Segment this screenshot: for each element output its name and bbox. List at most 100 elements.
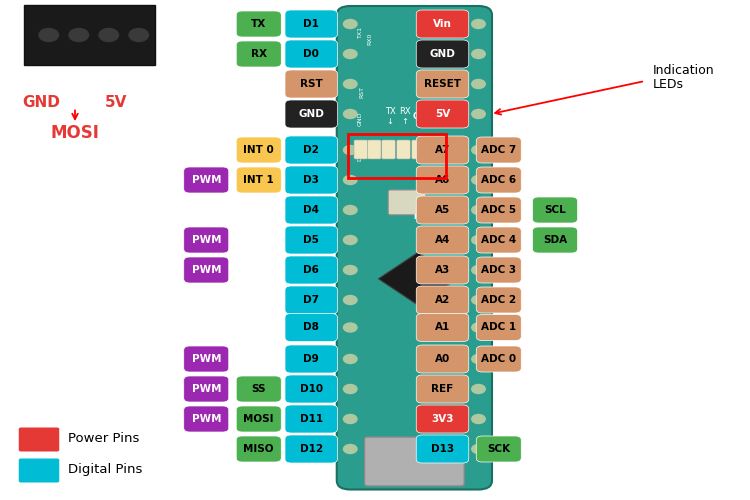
FancyBboxPatch shape [416,196,469,224]
FancyBboxPatch shape [285,286,338,314]
Circle shape [472,80,485,88]
Text: D10: D10 [300,384,322,394]
FancyBboxPatch shape [236,436,281,462]
FancyBboxPatch shape [285,166,338,194]
Text: ADC 0: ADC 0 [482,354,516,364]
Text: D0: D0 [303,49,320,59]
Text: D8: D8 [303,322,320,332]
Text: D11: D11 [300,414,322,424]
FancyBboxPatch shape [382,140,395,159]
Text: ADC 6: ADC 6 [482,175,516,185]
FancyBboxPatch shape [285,226,338,254]
Circle shape [344,414,357,424]
FancyBboxPatch shape [416,314,469,342]
Text: REF: REF [431,384,454,394]
FancyBboxPatch shape [476,257,521,283]
FancyBboxPatch shape [285,196,338,224]
Text: A7: A7 [435,145,450,155]
Text: SS: SS [251,384,266,394]
Circle shape [472,206,485,214]
Text: D2: D2 [358,152,362,161]
Circle shape [344,206,357,214]
Text: D5: D5 [303,235,320,245]
Circle shape [472,414,485,424]
Circle shape [472,236,485,244]
Circle shape [344,80,357,88]
FancyBboxPatch shape [476,227,521,253]
FancyBboxPatch shape [368,140,381,159]
FancyBboxPatch shape [236,376,281,402]
FancyBboxPatch shape [476,287,521,313]
Text: D4: D4 [303,205,320,215]
Text: RESET: RESET [413,214,438,220]
Text: ADC 2: ADC 2 [482,295,516,305]
FancyBboxPatch shape [476,314,521,340]
FancyBboxPatch shape [285,70,338,98]
FancyBboxPatch shape [476,197,521,223]
FancyBboxPatch shape [364,437,464,486]
Text: A5: A5 [435,205,450,215]
Text: RX
↑: RX ↑ [399,107,411,126]
Circle shape [129,28,149,42]
FancyBboxPatch shape [236,137,281,163]
Circle shape [472,266,485,274]
FancyBboxPatch shape [184,406,229,432]
FancyBboxPatch shape [476,167,521,193]
Text: D13: D13 [431,444,454,454]
FancyBboxPatch shape [285,375,338,403]
Text: A0: A0 [435,354,450,364]
FancyBboxPatch shape [354,140,368,159]
FancyBboxPatch shape [476,436,521,462]
Text: MOSI: MOSI [50,124,100,142]
FancyBboxPatch shape [416,435,469,463]
Text: TX
↓: TX ↓ [385,107,395,126]
FancyBboxPatch shape [19,458,59,482]
Circle shape [69,28,88,42]
Circle shape [344,266,357,274]
Circle shape [472,296,485,304]
Text: PWM: PWM [191,175,221,185]
FancyBboxPatch shape [285,435,338,463]
Text: INT 1: INT 1 [243,175,274,185]
FancyBboxPatch shape [416,226,469,254]
FancyBboxPatch shape [24,5,155,65]
FancyBboxPatch shape [416,345,469,373]
FancyBboxPatch shape [426,140,439,159]
Text: 3V3: 3V3 [431,414,454,424]
Circle shape [344,176,357,184]
FancyBboxPatch shape [476,137,521,163]
FancyBboxPatch shape [416,166,469,194]
Text: PWM: PWM [191,384,221,394]
Text: RX0: RX0 [368,33,372,45]
FancyBboxPatch shape [532,197,578,223]
Circle shape [472,354,485,364]
FancyBboxPatch shape [532,227,578,253]
FancyBboxPatch shape [416,286,469,314]
Text: PWM: PWM [191,265,221,275]
FancyBboxPatch shape [337,6,492,490]
Text: D7: D7 [303,295,320,305]
FancyBboxPatch shape [285,314,338,342]
Text: RST: RST [360,86,364,98]
FancyBboxPatch shape [184,376,229,402]
FancyBboxPatch shape [184,346,229,372]
Text: SCK: SCK [488,444,510,454]
Circle shape [472,110,485,118]
Text: INT 0: INT 0 [243,145,274,155]
Circle shape [99,28,118,42]
Text: PWM: PWM [191,235,221,245]
Text: Power Pins: Power Pins [68,432,139,444]
FancyBboxPatch shape [416,375,469,403]
Circle shape [344,110,357,118]
Text: ADC 1: ADC 1 [482,322,516,332]
FancyBboxPatch shape [184,257,229,283]
Text: TX: TX [251,19,266,29]
Text: Digital Pins: Digital Pins [68,462,142,475]
FancyBboxPatch shape [416,100,469,128]
Text: Indication
LEDs: Indication LEDs [652,64,714,92]
FancyBboxPatch shape [416,70,469,98]
Text: 5V: 5V [435,109,450,119]
FancyBboxPatch shape [388,190,426,215]
Bar [348,134,445,178]
Text: ADC 7: ADC 7 [482,145,516,155]
